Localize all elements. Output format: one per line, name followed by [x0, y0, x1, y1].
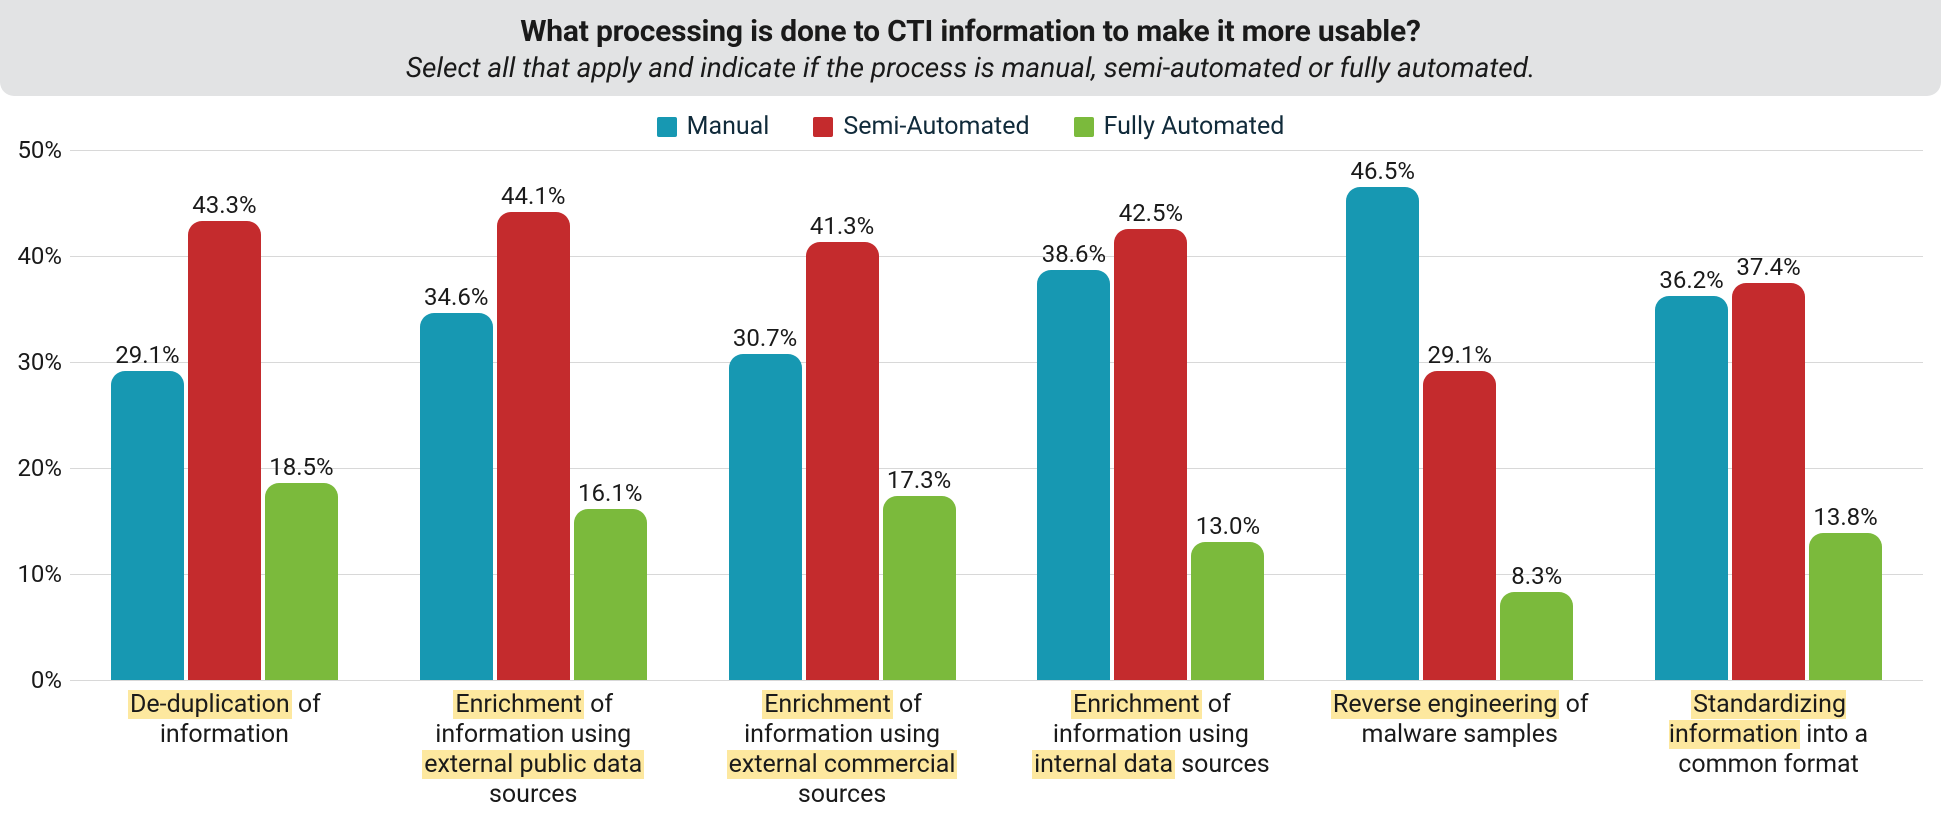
- x-label-highlight: Enrichment: [1071, 690, 1202, 719]
- x-label-text: sources: [489, 780, 577, 809]
- x-label-reverse_eng: Reverse engineering of malware samples: [1305, 690, 1614, 810]
- x-label-enrich_public: Enrichment of information using external…: [379, 690, 688, 810]
- bar-value-label: 36.2%: [1659, 266, 1723, 294]
- legend-swatch-semi: [813, 117, 833, 137]
- bar-value-label: 16.1%: [578, 479, 642, 507]
- legend-label: Fully Automated: [1104, 112, 1285, 141]
- y-tick-label: 50%: [12, 136, 62, 164]
- bar-semi: 41.3%: [806, 242, 879, 680]
- chart-subtitle: Select all that apply and indicate if th…: [20, 51, 1921, 84]
- y-tick-label: 0%: [12, 666, 62, 694]
- x-label-highlight: Enrichment: [762, 690, 893, 719]
- bar-semi: 29.1%: [1423, 371, 1496, 679]
- legend-swatch-full: [1074, 117, 1094, 137]
- x-label-enrich_commercial: Enrichment of information using external…: [688, 690, 997, 810]
- bar-value-label: 13.8%: [1813, 503, 1877, 531]
- bar-value-label: 34.6%: [424, 283, 488, 311]
- gridline: [70, 680, 1923, 681]
- bar-group-dedup: 29.1%43.3%18.5%: [70, 150, 379, 680]
- y-tick-label: 10%: [12, 560, 62, 588]
- bar-value-label: 13.0%: [1196, 512, 1260, 540]
- bar-value-label: 29.1%: [1428, 341, 1492, 369]
- bar-value-label: 18.5%: [269, 453, 333, 481]
- bar-group-enrich_public: 34.6%44.1%16.1%: [379, 150, 688, 680]
- bar-full: 16.1%: [574, 509, 647, 680]
- x-label-highlight: external commercial: [727, 750, 958, 779]
- bar-groups: 29.1%43.3%18.5%34.6%44.1%16.1%30.7%41.3%…: [70, 150, 1923, 680]
- bar-value-label: 17.3%: [887, 466, 951, 494]
- chart-area: 0%10%20%30%40%50%29.1%43.3%18.5%34.6%44.…: [0, 150, 1941, 818]
- bar-value-label: 42.5%: [1119, 199, 1183, 227]
- bar-full: 8.3%: [1500, 592, 1573, 680]
- bar-value-label: 44.1%: [501, 182, 565, 210]
- bar-full: 18.5%: [265, 483, 338, 679]
- legend-swatch-manual: [657, 117, 677, 137]
- legend-item-full: Fully Automated: [1074, 112, 1285, 141]
- chart-header: What processing is done to CTI informati…: [0, 0, 1941, 96]
- bar-value-label: 37.4%: [1736, 253, 1800, 281]
- x-label-highlight: De-duplication: [128, 690, 292, 719]
- x-label-highlight: Enrichment: [453, 690, 584, 719]
- bar-value-label: 46.5%: [1351, 157, 1415, 185]
- x-label-enrich_internal: Enrichment of information using internal…: [996, 690, 1305, 810]
- x-label-dedup: De-duplication of information: [70, 690, 379, 810]
- legend-label: Semi-Automated: [843, 112, 1029, 141]
- y-tick-label: 30%: [12, 348, 62, 376]
- bar-manual: 30.7%: [729, 354, 802, 679]
- bar-manual: 29.1%: [111, 371, 184, 679]
- bar-manual: 38.6%: [1037, 270, 1110, 679]
- x-label-text: sources: [1175, 750, 1270, 779]
- bar-manual: 36.2%: [1655, 296, 1728, 680]
- x-label-highlight: internal data: [1032, 750, 1175, 779]
- chart-legend: Manual Semi-Automated Fully Automated: [0, 96, 1941, 150]
- x-label-text: sources: [798, 780, 886, 809]
- bar-group-enrich_internal: 38.6%42.5%13.0%: [996, 150, 1305, 680]
- bar-full: 17.3%: [883, 496, 956, 679]
- legend-item-manual: Manual: [657, 112, 770, 141]
- bar-value-label: 38.6%: [1042, 240, 1106, 268]
- y-tick-label: 20%: [12, 454, 62, 482]
- x-label-highlight: Reverse engineering: [1331, 690, 1559, 719]
- bar-manual: 46.5%: [1346, 187, 1419, 680]
- bar-value-label: 30.7%: [733, 324, 797, 352]
- chart-plot: 0%10%20%30%40%50%29.1%43.3%18.5%34.6%44.…: [70, 150, 1923, 680]
- bar-group-enrich_commercial: 30.7%41.3%17.3%: [688, 150, 997, 680]
- bar-semi: 37.4%: [1732, 283, 1805, 679]
- bar-semi: 44.1%: [497, 212, 570, 679]
- legend-label: Manual: [687, 112, 770, 141]
- y-tick-label: 40%: [12, 242, 62, 270]
- x-label-standardize: Standardizing information into a common …: [1614, 690, 1923, 810]
- chart-container: What processing is done to CTI informati…: [0, 0, 1941, 818]
- bar-value-label: 41.3%: [810, 212, 874, 240]
- bar-full: 13.0%: [1191, 542, 1264, 680]
- bar-semi: 43.3%: [188, 221, 261, 680]
- bar-group-standardize: 36.2%37.4%13.8%: [1614, 150, 1923, 680]
- bar-full: 13.8%: [1809, 533, 1882, 679]
- bar-manual: 34.6%: [420, 313, 493, 680]
- x-label-highlight: external public data: [422, 750, 644, 779]
- chart-title: What processing is done to CTI informati…: [20, 14, 1921, 49]
- x-axis: De-duplication of informationEnrichment …: [70, 680, 1923, 810]
- bar-value-label: 29.1%: [115, 341, 179, 369]
- bar-semi: 42.5%: [1114, 229, 1187, 680]
- bar-group-reverse_eng: 46.5%29.1%8.3%: [1305, 150, 1614, 680]
- bar-value-label: 8.3%: [1511, 562, 1562, 590]
- legend-item-semi: Semi-Automated: [813, 112, 1029, 141]
- bar-value-label: 43.3%: [192, 191, 256, 219]
